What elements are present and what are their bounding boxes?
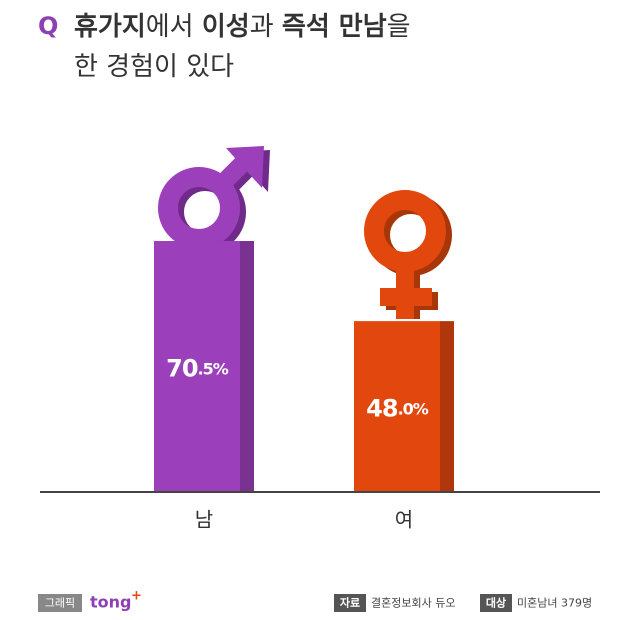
title-segment: 이성: [202, 12, 250, 42]
source-tag: 자료: [340, 596, 360, 610]
title-segment: 즉석 만남: [282, 12, 387, 42]
title-segment: 한 경험이 있다: [74, 52, 234, 82]
tag-box: [38, 594, 82, 612]
male-icon: [158, 146, 270, 253]
bar-side: [440, 321, 454, 492]
title-segment: 을: [387, 12, 411, 42]
female-icon: [364, 190, 452, 319]
bars: 70.5% 남 48.0% 여: [154, 241, 454, 532]
value-label-part: .0%: [398, 399, 429, 418]
value-label-part: 70: [166, 355, 198, 383]
icon-ring: [158, 167, 240, 249]
value-label: 48.0%: [366, 395, 429, 423]
brand: tong: [90, 593, 131, 612]
title-marker: Q: [38, 12, 58, 40]
x-tick-label: 여: [395, 508, 413, 532]
tag-box: [334, 594, 366, 612]
bar: [354, 321, 440, 492]
value-label-part: 48: [366, 395, 398, 423]
icon-cross: [380, 288, 432, 306]
graphic-tag: 그래픽: [45, 597, 75, 610]
title-segment: 휴가지: [74, 12, 146, 42]
brand-mark: +: [131, 589, 142, 604]
x-tick-label: 남: [195, 508, 213, 532]
bar: [154, 241, 240, 492]
source: 결혼정보회사 듀오: [371, 597, 455, 610]
value-label: 70.5%: [166, 355, 229, 383]
title-segment: 에서: [146, 12, 202, 42]
target: 미혼남녀 379명: [517, 597, 592, 610]
value-label-part: .5%: [198, 359, 229, 378]
title-segment: 과: [250, 12, 282, 42]
title-line: 휴가지에서 이성과 즉석 만남을: [74, 12, 411, 42]
bar-side: [240, 241, 254, 492]
tag-box: [480, 594, 512, 612]
target-tag: 대상: [486, 596, 506, 610]
title-line: 한 경험이 있다: [74, 52, 234, 82]
icon-arrow: [226, 146, 264, 188]
